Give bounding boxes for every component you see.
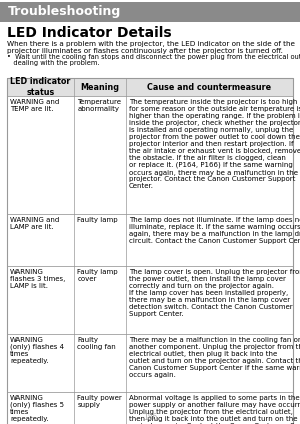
Bar <box>7 392 293 424</box>
Text: LED indicator
status: LED indicator status <box>11 77 71 97</box>
Text: Faulty lamp
cover: Faulty lamp cover <box>77 269 118 282</box>
Bar <box>7 334 293 392</box>
Text: WARNING
flashes 3 times,
LAMP is lit.: WARNING flashes 3 times, LAMP is lit. <box>10 269 65 289</box>
Text: projector illuminates or flashes continuously after the projector is turned off.: projector illuminates or flashes continu… <box>7 48 283 54</box>
Text: There may be a malfunction in the cooling fan or
another component. Unplug the p: There may be a malfunction in the coolin… <box>129 337 300 378</box>
Bar <box>7 214 293 266</box>
Bar <box>7 78 293 96</box>
Bar <box>0 2 300 22</box>
Text: Faulty power
supply: Faulty power supply <box>77 395 122 408</box>
Text: Troubleshooting: Troubleshooting <box>8 6 121 19</box>
Bar <box>7 96 293 214</box>
Text: The lamp cover is open. Unplug the projector from
the power outlet, then install: The lamp cover is open. Unplug the proje… <box>129 269 300 317</box>
Text: Faulty lamp: Faulty lamp <box>77 217 118 223</box>
Text: Abnormal voltage is applied to some parts in the
power supply or another failure: Abnormal voltage is applied to some part… <box>129 395 300 424</box>
Text: When there is a problem with the projector, the LED indicator on the side of the: When there is a problem with the project… <box>7 41 295 47</box>
Text: WARNING
(only) flashes 4
times
repeatedly.: WARNING (only) flashes 4 times repeatedl… <box>10 337 64 365</box>
Text: Temperature
abnormality: Temperature abnormality <box>77 99 121 112</box>
Text: WARNING and
LAMP are lit.: WARNING and LAMP are lit. <box>10 217 59 230</box>
Text: 186: 186 <box>143 413 157 422</box>
Text: Meaning: Meaning <box>80 83 119 92</box>
Text: The temperature inside the projector is too high
for some reason or the outside : The temperature inside the projector is … <box>129 99 300 190</box>
Text: WARNING
(only) flashes 5
times
repeatedly.: WARNING (only) flashes 5 times repeatedl… <box>10 395 64 422</box>
Text: dealing with the problem.: dealing with the problem. <box>7 60 100 66</box>
Text: Faulty
cooling fan: Faulty cooling fan <box>77 337 116 350</box>
Bar <box>7 266 293 334</box>
Text: Cause and countermeasure: Cause and countermeasure <box>147 83 272 92</box>
Text: The lamp does not illuminate. If the lamp does not
illuminate, replace it. If th: The lamp does not illuminate. If the lam… <box>129 217 300 244</box>
Text: LED Indicator Details: LED Indicator Details <box>7 26 172 40</box>
Text: •  Wait until the cooling fan stops and disconnect the power plug from the elect: • Wait until the cooling fan stops and d… <box>7 54 300 60</box>
Text: WARNING and
TEMP are lit.: WARNING and TEMP are lit. <box>10 99 59 112</box>
